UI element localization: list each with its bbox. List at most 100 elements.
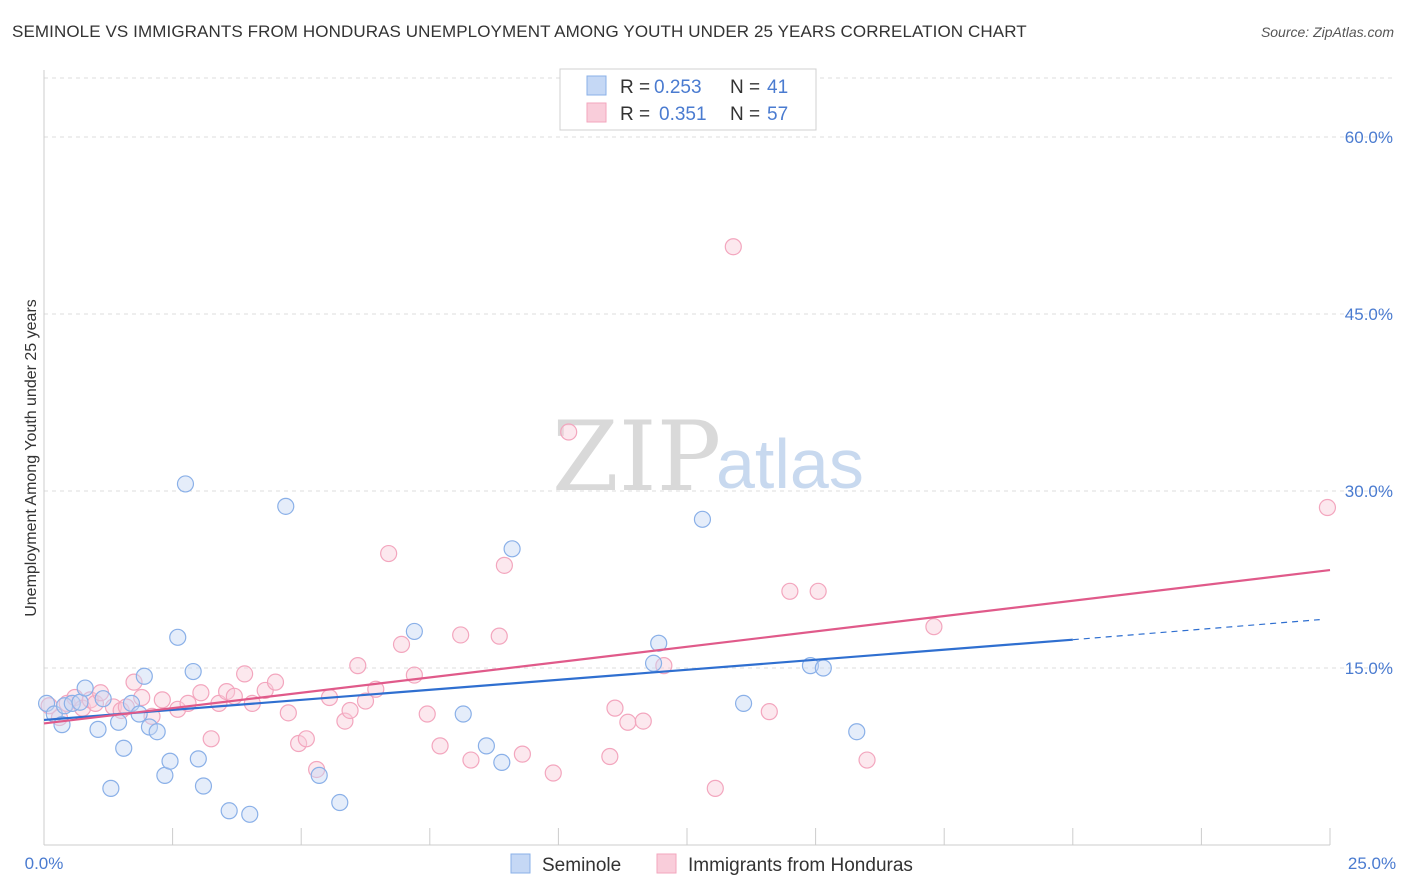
honduras-point [418,705,436,723]
stats-n-value-2: 57 [767,104,788,125]
x-tick-label-right: 25.0% [1348,854,1396,873]
series-honduras-points [40,238,1337,797]
honduras-point [513,745,531,763]
y-tick-label: 30.0% [1345,482,1393,501]
honduras-point [809,582,827,600]
honduras-point [336,712,354,730]
honduras-point [266,673,285,691]
seminole-point [109,713,128,731]
stats-n-label-1: N = [730,77,760,98]
y-tick-label: 15.0% [1345,659,1393,678]
honduras-point [380,544,398,563]
honduras-point [760,703,778,721]
stats-legend: R = 0.253 N = 41 R = 0.351 N = 57 [559,68,817,131]
seminole-point [814,659,832,677]
seminole-point [169,628,187,646]
seminole-point [848,723,866,741]
y-tick-label: 60.0% [1345,128,1393,147]
honduras-point [706,779,724,797]
watermark-zip: ZIP [552,401,721,513]
seminole-point [277,497,295,515]
seminole-point [405,622,423,641]
seminole-point [102,779,120,797]
honduras-point [202,730,220,748]
seminole-point [503,540,521,558]
honduras-point [925,618,943,636]
stats-swatch-honduras [586,102,607,123]
stats-n-label-2: N = [730,104,760,125]
seminole-point [241,805,259,823]
honduras-point [606,699,624,717]
seminole-point [135,667,153,685]
honduras-point [153,691,171,709]
seminole-point [644,654,663,672]
seminole-point [176,475,195,493]
honduras-point [349,657,367,675]
seminole-point [89,720,107,738]
seminole-point [734,694,753,713]
honduras-point [858,751,876,769]
honduras-point [601,747,619,766]
seminole-point [148,723,166,741]
stats-swatch-seminole [586,75,607,96]
honduras-point [236,665,254,683]
stats-r-value-1: 0.253 [654,77,702,98]
honduras-point [341,701,359,720]
legend-swatch-seminole [510,853,531,874]
stats-n-value-1: 41 [767,77,788,98]
y-axis-label: Unemployment Among Youth under 25 years [23,299,40,617]
seminole-point [115,739,133,757]
watermark-atlas: atlas [716,425,864,503]
x-tick-marks [43,828,1331,845]
honduras-point [655,657,673,675]
seminole-point [161,752,179,770]
seminole-point [454,705,472,723]
honduras-point [297,730,315,748]
legend-label-honduras: Immigrants from Honduras [688,855,913,876]
honduras-point [634,712,652,730]
honduras-point [495,556,513,574]
chart-title: SEMINOLE VS IMMIGRANTS FROM HONDURAS UNE… [12,22,1027,41]
legend-label-seminole: Seminole [542,855,621,876]
stats-r-label-1: R = [620,77,650,98]
y-tick-labels: 15.0% 30.0% 45.0% 60.0% [1345,128,1393,678]
honduras-point [192,684,210,702]
seminole-point [310,766,328,784]
stats-r-value-2: 0.351 [659,104,707,125]
honduras-point [560,423,578,441]
stats-r-label-2: R = [620,104,650,125]
seminole-point [76,679,94,697]
honduras-point [1318,498,1337,517]
seminole-point [693,510,712,528]
x-tick-label-left: 0.0% [25,854,64,873]
honduras-point [781,582,799,600]
seminole-point [94,690,112,708]
series-legend: Seminole Immigrants from Honduras [510,853,913,876]
legend-swatch-honduras [656,853,677,874]
seminole-point [477,737,495,755]
honduras-point [490,627,508,645]
seminole-point [331,793,349,812]
seminole-point [801,657,820,675]
honduras-point [279,704,297,722]
seminole-point [189,750,207,768]
seminole-point [220,802,238,820]
honduras-point [462,751,480,769]
honduras-trend-line [43,568,1331,725]
honduras-point [619,713,637,731]
gridlines [44,77,1394,669]
series-seminole-points [37,475,866,823]
honduras-point [125,673,143,691]
honduras-point [724,238,742,256]
trend-lines [43,568,1331,725]
seminole-point [184,662,202,681]
honduras-point [431,737,449,755]
honduras-point [356,692,375,710]
y-tick-label: 45.0% [1345,305,1393,324]
honduras-point [452,626,470,644]
seminole-point [493,753,511,772]
chart-source: Source: ZipAtlas.com [1260,24,1394,40]
seminole-point [194,777,213,795]
seminole-trend-extension [1072,619,1320,641]
